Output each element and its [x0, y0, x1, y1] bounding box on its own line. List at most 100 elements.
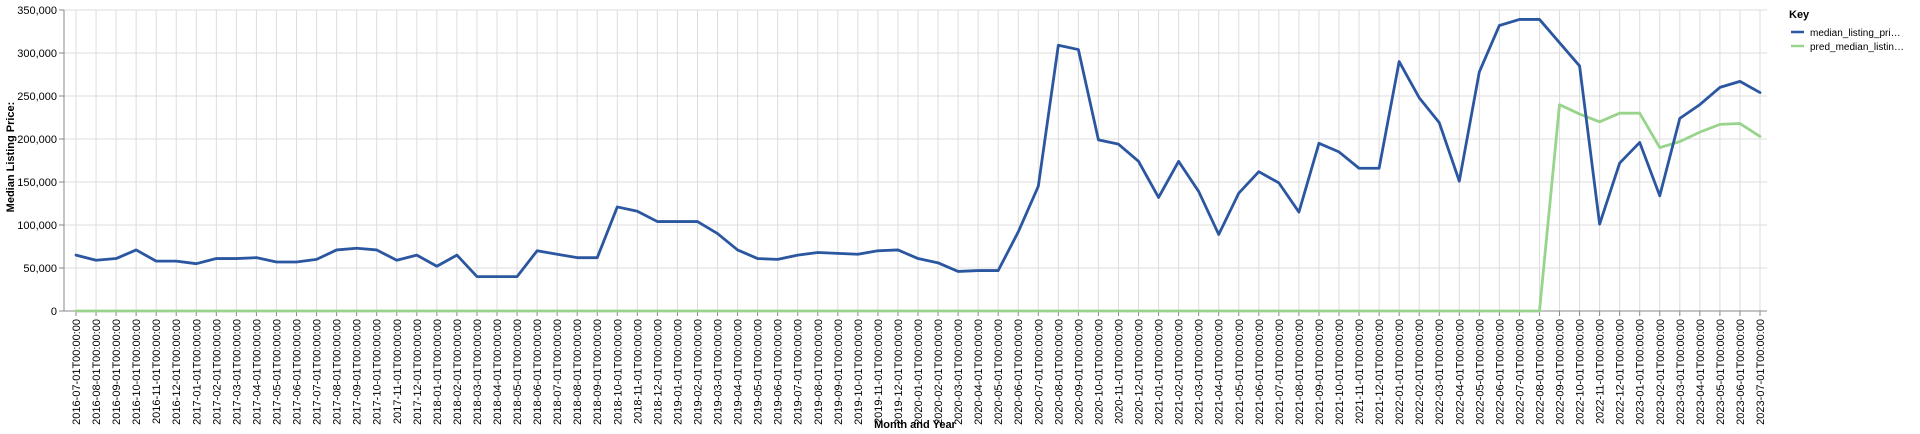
x-tick-label: 2020-12-01T00:00:00 — [1134, 319, 1146, 425]
x-tick-label: 2021-01-01T00:00:00 — [1154, 319, 1166, 425]
x-tick-label: 2018-07-01T00:00:00 — [552, 319, 564, 425]
x-tick-label: 2016-12-01T00:00:00 — [171, 319, 183, 425]
y-tick-label: 100,000 — [17, 220, 57, 232]
x-tick-label: 2018-05-01T00:00:00 — [512, 319, 524, 425]
x-tick-label: 2021-11-01T00:00:00 — [1354, 319, 1366, 424]
x-tick-label: 2019-11-01T00:00:00 — [873, 319, 885, 424]
y-tick-label: 300,000 — [17, 48, 57, 60]
legend-label-median: median_listing_pri… — [1810, 28, 1901, 39]
x-tick-label: 2021-09-01T00:00:00 — [1314, 319, 1326, 425]
x-tick-label: 2020-08-01T00:00:00 — [1053, 319, 1065, 425]
x-tick-label: 2021-06-01T00:00:00 — [1254, 319, 1266, 425]
y-tick-label: 200,000 — [17, 134, 57, 146]
x-tick-label: 2023-06-01T00:00:00 — [1735, 319, 1747, 425]
x-tick-label: 2022-06-01T00:00:00 — [1494, 319, 1506, 425]
x-tick-label: 2017-09-01T00:00:00 — [352, 319, 364, 425]
x-tick-label: 2021-05-01T00:00:00 — [1234, 319, 1246, 425]
x-tick-label: 2016-08-01T00:00:00 — [91, 319, 103, 425]
x-tick-label: 2017-08-01T00:00:00 — [332, 319, 344, 425]
y-tick-labels: 0 50,000 100,000 150,000 200,000 250,000 300,0… — [17, 5, 57, 318]
x-tick-label: 2017-02-01T00:00:00 — [211, 319, 223, 425]
x-tick-label: 2022-11-01T00:00:00 — [1595, 319, 1607, 424]
x-axis-title: Month and Year — [874, 419, 956, 431]
x-tick-label: 2016-11-01T00:00:00 — [151, 319, 163, 424]
x-tick-label: 2019-01-01T00:00:00 — [672, 319, 684, 425]
x-tick-label: 2022-08-01T00:00:00 — [1534, 319, 1546, 425]
x-tick-label: 2022-04-01T00:00:00 — [1454, 319, 1466, 425]
x-tick-label: 2018-09-01T00:00:00 — [592, 319, 604, 425]
x-tick-label: 2022-02-01T00:00:00 — [1414, 319, 1426, 425]
x-tick-label: 2020-07-01T00:00:00 — [1033, 319, 1045, 425]
x-tick-label: 2019-08-01T00:00:00 — [813, 319, 825, 425]
y-axis-title: Median Listing Price: — [5, 102, 17, 213]
x-tick-label: 2018-01-01T00:00:00 — [432, 319, 444, 425]
x-tick-label: 2020-01-01T00:00:00 — [913, 319, 925, 425]
x-tick-label: 2019-04-01T00:00:00 — [733, 319, 745, 425]
x-tick-label: 2016-07-01T00:00:00 — [71, 319, 83, 425]
legend-label-pred: pred_median_listin… — [1810, 42, 1904, 53]
axes — [59, 9, 1767, 316]
x-tick-label: 2021-07-01T00:00:00 — [1274, 319, 1286, 425]
x-tick-label: 2023-05-01T00:00:00 — [1715, 319, 1727, 425]
legend: Key median_listing_pri… pred_median_list… — [1789, 9, 1904, 53]
x-tick-label: 2021-02-01T00:00:00 — [1174, 319, 1186, 425]
x-tick-labels: 2016-07-01T00:00:00 2016-08-01T00:00:00 20… — [71, 319, 1767, 425]
x-tick-label: 2022-01-01T00:00:00 — [1394, 319, 1406, 425]
x-tick-label: 2017-03-01T00:00:00 — [231, 319, 243, 425]
x-tick-label: 2018-06-01T00:00:00 — [532, 319, 544, 425]
x-tick-label: 2021-08-01T00:00:00 — [1294, 319, 1306, 425]
x-tick-label: 2018-04-01T00:00:00 — [492, 319, 504, 425]
x-tick-label: 2023-01-01T00:00:00 — [1635, 319, 1647, 425]
x-tick-label: 2020-09-01T00:00:00 — [1073, 319, 1085, 425]
x-tick-label: 2018-03-01T00:00:00 — [472, 319, 484, 425]
y-tick-label: 0 — [51, 306, 57, 318]
x-tick-label: 2021-03-01T00:00:00 — [1194, 319, 1206, 425]
x-tick-label: 2022-12-01T00:00:00 — [1615, 319, 1627, 425]
x-tick-label: 2023-07-01T00:00:00 — [1755, 319, 1767, 425]
x-tick-label: 2017-01-01T00:00:00 — [191, 319, 203, 425]
x-tick-label: 2017-06-01T00:00:00 — [292, 319, 304, 425]
x-tick-label: 2019-03-01T00:00:00 — [713, 319, 725, 425]
x-tick-label: 2018-10-01T00:00:00 — [612, 319, 624, 425]
x-tick-label: 2020-04-01T00:00:00 — [973, 319, 985, 425]
x-tick-label: 2019-02-01T00:00:00 — [692, 319, 704, 425]
x-tick-label: 2019-06-01T00:00:00 — [773, 319, 785, 425]
x-tick-label: 2022-07-01T00:00:00 — [1514, 319, 1526, 425]
x-tick-label: 2020-06-01T00:00:00 — [1013, 319, 1025, 425]
y-tick-label: 50,000 — [23, 263, 57, 275]
x-tick-label: 2020-05-01T00:00:00 — [993, 319, 1005, 425]
legend-title: Key — [1789, 9, 1810, 21]
x-tick-label: 2017-12-01T00:00:00 — [412, 319, 424, 425]
x-tick-label: 2019-10-01T00:00:00 — [853, 319, 865, 425]
x-tick-label: 2020-03-01T00:00:00 — [953, 319, 965, 425]
x-tick-label: 2018-12-01T00:00:00 — [652, 319, 664, 425]
x-tick-label: 2021-04-01T00:00:00 — [1214, 319, 1226, 425]
x-tick-label: 2019-07-01T00:00:00 — [793, 319, 805, 425]
x-tick-label: 2017-10-01T00:00:00 — [372, 319, 384, 425]
x-tick-label: 2018-11-01T00:00:00 — [632, 319, 644, 424]
x-tick-label: 2021-10-01T00:00:00 — [1334, 319, 1346, 425]
x-tick-label: 2022-05-01T00:00:00 — [1474, 319, 1486, 425]
x-tick-label: 2018-02-01T00:00:00 — [452, 319, 464, 425]
x-tick-label: 2018-08-01T00:00:00 — [572, 319, 584, 425]
x-tick-label: 2023-04-01T00:00:00 — [1695, 319, 1707, 425]
x-tick-label: 2020-10-01T00:00:00 — [1093, 319, 1105, 425]
x-tick-label: 2017-11-01T00:00:00 — [392, 319, 404, 424]
x-tick-label: 2023-02-01T00:00:00 — [1655, 319, 1667, 425]
series-lines — [74, 18, 1762, 313]
x-tick-label: 2017-05-01T00:00:00 — [271, 319, 283, 425]
y-tick-label: 350,000 — [17, 5, 57, 17]
y-tick-label: 250,000 — [17, 91, 57, 103]
x-tick-label: 2019-12-01T00:00:00 — [893, 319, 905, 425]
x-tick-label: 2022-09-01T00:00:00 — [1555, 319, 1567, 425]
x-tick-label: 2020-11-01T00:00:00 — [1113, 319, 1125, 424]
x-tick-label: 2016-10-01T00:00:00 — [131, 319, 143, 425]
x-tick-label: 2017-04-01T00:00:00 — [251, 319, 263, 425]
x-tick-label: 2017-07-01T00:00:00 — [312, 319, 324, 425]
x-tick-label: 2019-05-01T00:00:00 — [753, 319, 765, 425]
x-tick-label: 2022-03-01T00:00:00 — [1434, 319, 1446, 425]
x-tick-label: 2020-02-01T00:00:00 — [933, 319, 945, 425]
y-tick-label: 150,000 — [17, 177, 57, 189]
x-tick-label: 2021-12-01T00:00:00 — [1374, 319, 1386, 425]
